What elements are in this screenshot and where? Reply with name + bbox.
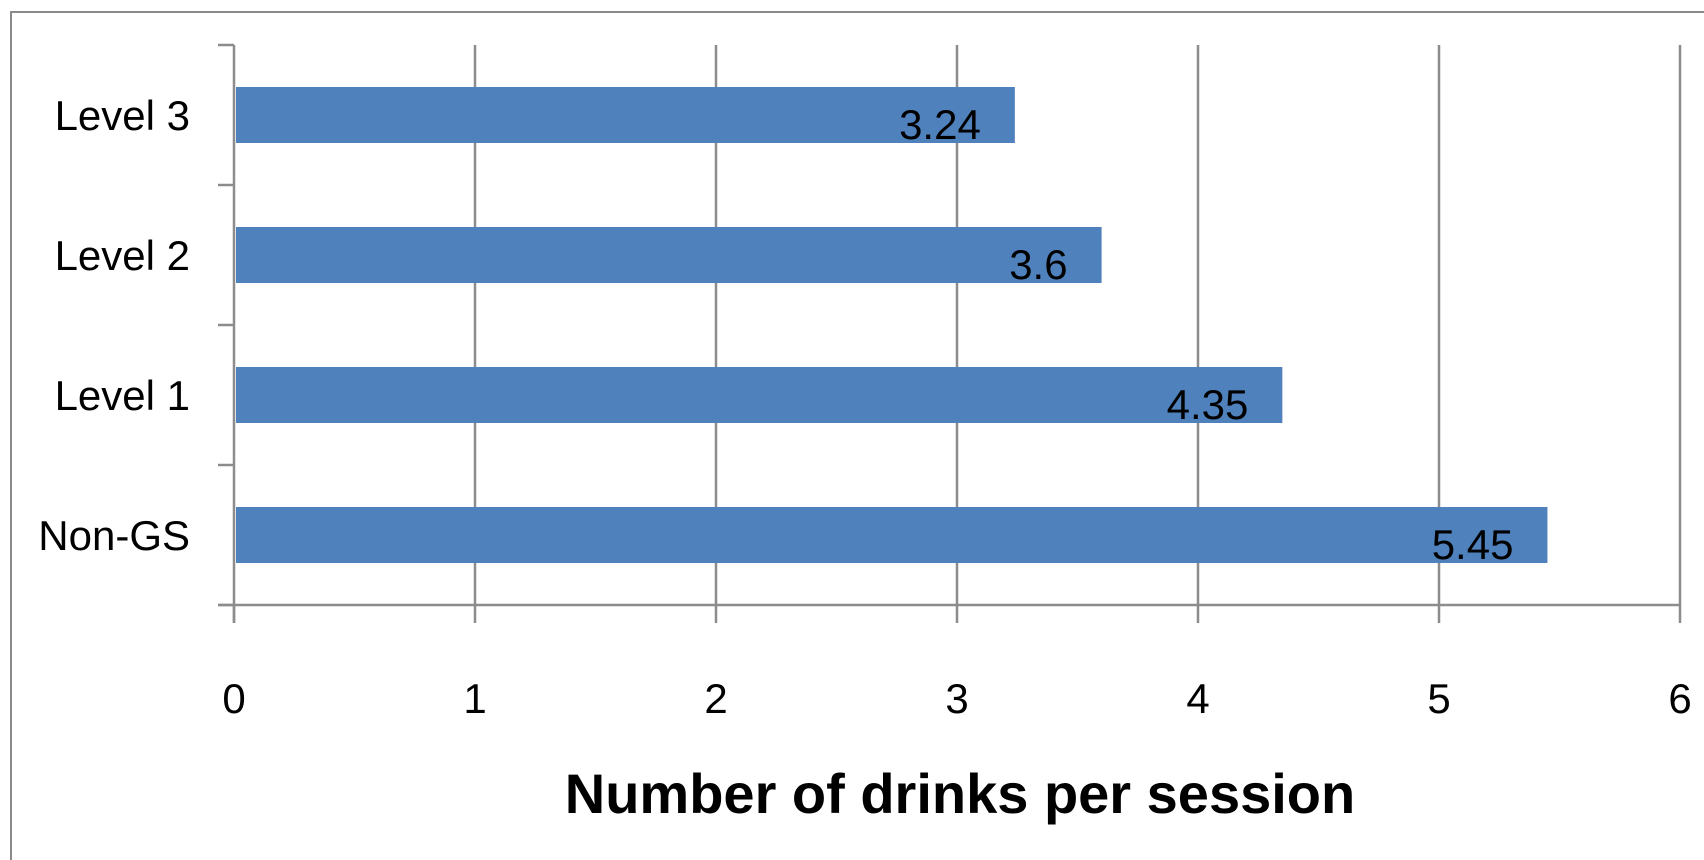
category-label: Level 2: [55, 232, 190, 279]
category-label: Level 3: [55, 92, 190, 139]
x-tick-label: 6: [1668, 675, 1691, 722]
data-label: 3.6: [1009, 241, 1067, 288]
bars: [236, 87, 1548, 563]
data-label: 3.24: [899, 101, 981, 148]
data-label: 5.45: [1432, 521, 1514, 568]
data-label: 4.35: [1167, 381, 1249, 428]
x-tick-label: 2: [704, 675, 727, 722]
category-label: Non-GS: [38, 512, 190, 559]
axes: [218, 43, 1682, 623]
labels: 0 1 2 3 4 5 6 Level 3 3.24 Level 2 3.6 Level 1 4.35 N…: [38, 92, 1691, 722]
bar: [236, 227, 1102, 283]
bar: [236, 507, 1548, 563]
x-tick-label: 3: [945, 675, 968, 722]
bar: [236, 367, 1283, 423]
x-tick-label: 1: [463, 675, 486, 722]
chart-frame: [10, 11, 1704, 860]
x-tick-label: 5: [1427, 675, 1450, 722]
x-tick-label: 0: [222, 675, 245, 722]
x-tick-label: 4: [1186, 675, 1209, 722]
bar: [236, 87, 1015, 143]
x-axis-title: Number of drinks per session: [565, 762, 1355, 825]
category-label: Level 1: [55, 372, 190, 419]
